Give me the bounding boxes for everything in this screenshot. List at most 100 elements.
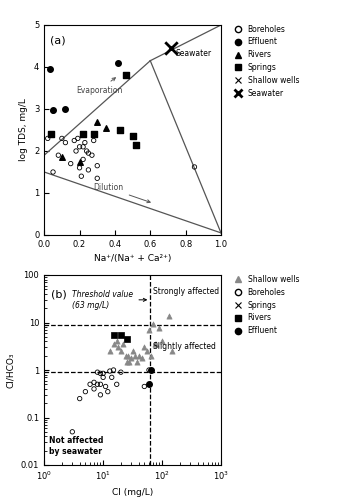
Point xyxy=(100,370,106,378)
Point xyxy=(118,331,124,339)
Point xyxy=(146,380,152,388)
Point xyxy=(56,151,61,159)
Point xyxy=(109,374,115,382)
Point xyxy=(116,59,121,67)
Point xyxy=(82,138,88,146)
Point xyxy=(107,344,113,351)
Point xyxy=(152,340,157,348)
Point xyxy=(114,380,119,388)
Point xyxy=(118,368,124,376)
Point xyxy=(50,168,56,176)
Text: Slightly affected: Slightly affected xyxy=(153,342,216,350)
Point xyxy=(50,107,56,115)
X-axis label: Na⁺/(Na⁺ + Ca²⁺): Na⁺/(Na⁺ + Ca²⁺) xyxy=(94,254,171,264)
Point xyxy=(123,352,128,360)
Point xyxy=(133,128,139,136)
Point xyxy=(135,358,140,366)
Point xyxy=(47,65,52,73)
Point xyxy=(144,347,150,355)
Text: Seawater: Seawater xyxy=(175,49,211,58)
Point xyxy=(142,128,148,136)
Point xyxy=(89,151,95,159)
Point xyxy=(148,126,153,134)
Point xyxy=(98,380,103,388)
Point xyxy=(77,394,82,402)
Text: Dilution: Dilution xyxy=(94,184,150,203)
Point xyxy=(98,391,103,399)
Point xyxy=(111,366,116,374)
Point xyxy=(169,120,174,128)
Point xyxy=(133,352,138,360)
Point xyxy=(103,118,109,126)
Point xyxy=(124,335,129,343)
Point xyxy=(148,366,154,374)
Point xyxy=(95,174,100,182)
Point xyxy=(91,136,97,144)
Point xyxy=(79,172,84,180)
Point xyxy=(107,347,113,355)
Point xyxy=(146,366,152,374)
Point xyxy=(111,340,116,348)
Point xyxy=(45,134,50,142)
Point xyxy=(84,147,89,155)
Point xyxy=(95,162,100,170)
Point xyxy=(73,147,79,155)
Point xyxy=(146,326,152,334)
Point xyxy=(129,340,134,348)
Point xyxy=(130,128,135,136)
Point xyxy=(83,388,88,396)
Point xyxy=(126,126,132,134)
Text: Evaporation: Evaporation xyxy=(76,78,122,94)
Point xyxy=(77,158,82,166)
Point xyxy=(91,385,97,393)
Point xyxy=(95,118,100,126)
Point xyxy=(133,140,139,148)
Point xyxy=(95,368,100,376)
Point xyxy=(157,324,162,332)
Point xyxy=(68,160,73,168)
Point xyxy=(129,354,134,362)
Point xyxy=(154,340,159,348)
Point xyxy=(118,347,124,355)
Point xyxy=(98,370,103,378)
Point xyxy=(121,126,126,134)
Point xyxy=(70,428,75,436)
Point xyxy=(107,367,113,375)
Legend: Boreholes, Effluent, Rivers, Springs, Shallow wells, Seawater: Boreholes, Effluent, Rivers, Springs, Sh… xyxy=(230,24,299,98)
Point xyxy=(153,122,158,130)
Legend: Shallow wells, Boreholes, Springs, Rivers, Effluent: Shallow wells, Boreholes, Springs, River… xyxy=(230,275,299,336)
Point xyxy=(121,340,126,348)
Point xyxy=(192,163,197,171)
Point xyxy=(162,122,167,130)
Point xyxy=(127,358,132,366)
Point xyxy=(141,344,147,351)
Point xyxy=(116,344,121,351)
Point xyxy=(71,136,77,144)
Point xyxy=(141,382,147,390)
Point xyxy=(103,382,108,390)
Point xyxy=(86,149,91,157)
Point xyxy=(165,114,171,122)
Point xyxy=(49,130,54,138)
Point xyxy=(91,128,97,136)
Point xyxy=(130,347,136,355)
Point xyxy=(174,151,180,159)
Point xyxy=(68,101,73,109)
Point xyxy=(123,72,128,80)
Point xyxy=(95,380,100,388)
Point xyxy=(75,134,81,142)
Point xyxy=(80,130,86,138)
Point xyxy=(112,128,118,136)
Point xyxy=(148,352,154,360)
Point xyxy=(95,122,100,130)
Point xyxy=(86,126,91,134)
Point xyxy=(171,126,176,134)
Point xyxy=(80,156,86,164)
Point xyxy=(169,44,174,52)
Point xyxy=(130,132,135,140)
Point xyxy=(59,154,65,162)
Point xyxy=(144,324,150,332)
Point xyxy=(139,354,144,362)
Point xyxy=(91,378,97,386)
Point xyxy=(124,358,129,366)
